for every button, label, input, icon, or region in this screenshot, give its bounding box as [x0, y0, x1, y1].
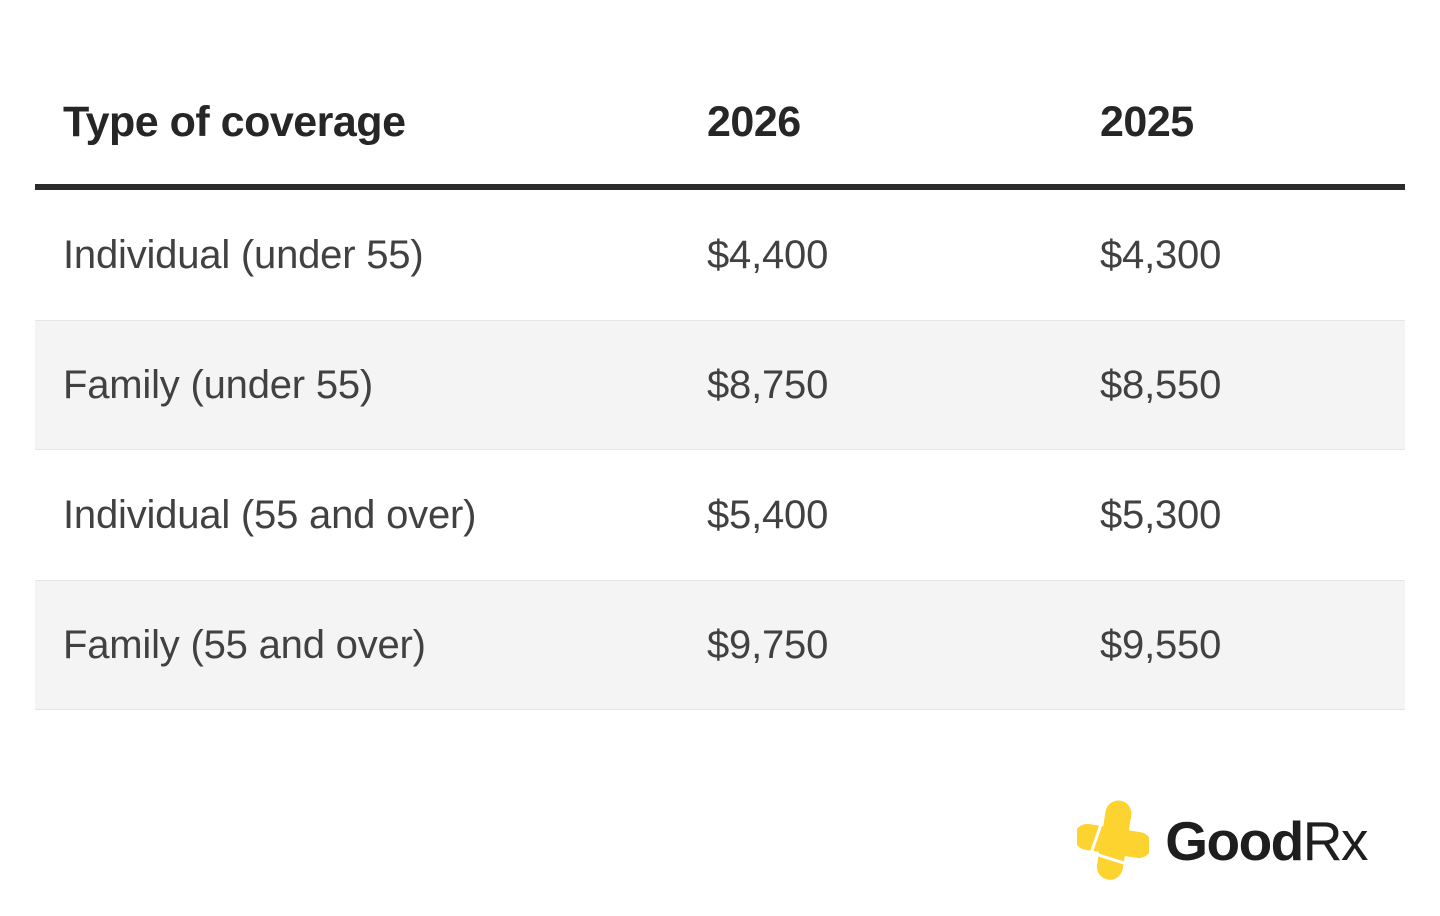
- coverage-type-cell: Family (under 55): [63, 362, 374, 407]
- coverage-type-cell: Individual (55 and over): [63, 492, 477, 537]
- goodrx-logo: GoodRx: [1077, 796, 1369, 886]
- wordmark-good: Good: [1165, 809, 1304, 872]
- table-row: Family (under 55) $8,750 $8,550: [35, 320, 1405, 450]
- value-2025-cell: $8,550: [1100, 362, 1222, 407]
- table-row: Individual (55 and over) $5,400 $5,300: [35, 450, 1405, 580]
- wordmark-rx: Rx: [1302, 809, 1369, 872]
- goodrx-wordmark: GoodRx: [1165, 813, 1368, 869]
- coverage-type-cell: Family (55 and over): [63, 622, 426, 667]
- value-2026-cell: $4,400: [707, 232, 829, 277]
- value-2026-cell: $9,750: [707, 622, 829, 667]
- column-header-2025: 2025: [1100, 97, 1194, 146]
- value-2026-cell: $8,750: [707, 362, 829, 407]
- table-row: Family (55 and over) $9,750 $9,550: [35, 580, 1405, 710]
- coverage-type-cell: Individual (under 55): [63, 232, 424, 277]
- column-header-type-of-coverage: Type of coverage: [63, 97, 406, 146]
- hsa-limits-table: Type of coverage 2026 2025 Individual (u…: [35, 60, 1405, 710]
- column-header-2026: 2026: [707, 97, 801, 146]
- table-row: Individual (under 55) $4,400 $4,300: [35, 190, 1405, 320]
- value-2025-cell: $5,300: [1100, 492, 1222, 537]
- value-2026-cell: $5,400: [707, 492, 829, 537]
- value-2025-cell: $9,550: [1100, 622, 1222, 667]
- header-divider-rule: [35, 184, 1405, 190]
- goodrx-cross-icon: [1077, 800, 1150, 880]
- table-header-row: Type of coverage 2026 2025: [35, 60, 1405, 184]
- value-2025-cell: $4,300: [1100, 232, 1222, 277]
